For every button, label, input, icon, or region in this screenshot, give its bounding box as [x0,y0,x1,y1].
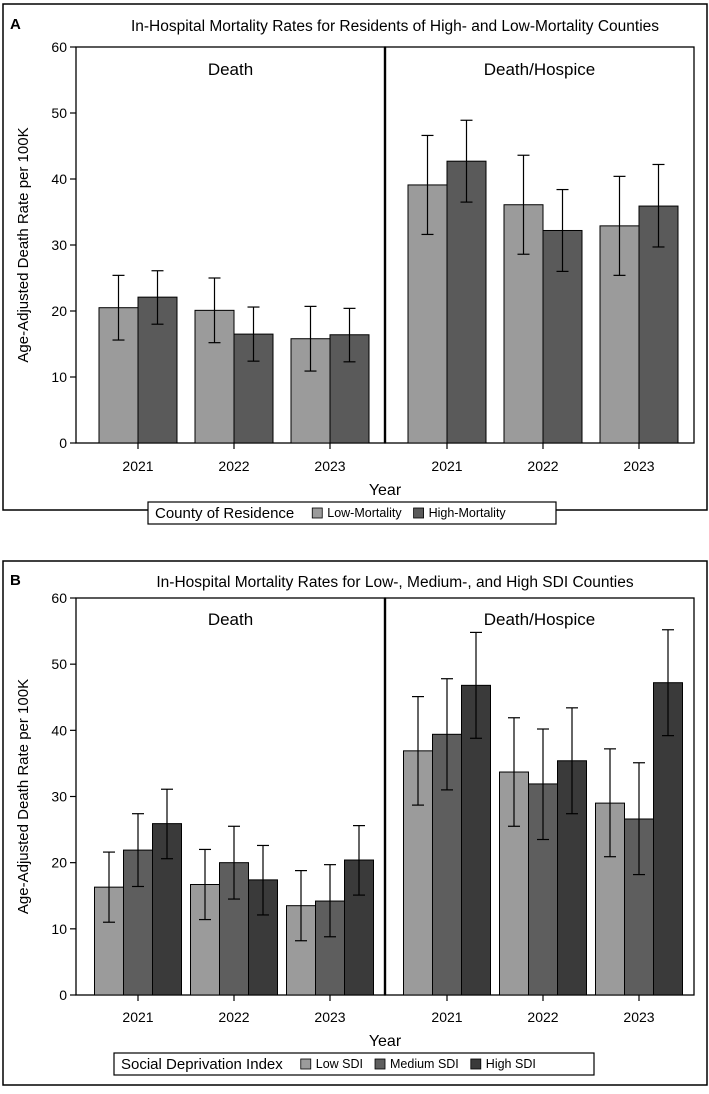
chart-title: In-Hospital Mortality Rates for Resident… [131,18,659,35]
legend-item-label: High-Mortality [429,506,507,520]
legend-swatch [470,1058,482,1070]
y-tick-label: 50 [51,656,67,672]
x-tick-label: 2023 [314,458,345,474]
x-tick-label: 2022 [527,1009,558,1025]
y-tick-label: 40 [51,722,67,738]
y-axis-label: Age-Adjusted Death Rate per 100K [15,127,32,362]
y-tick-label: 10 [51,369,67,385]
facet-death-hospice: Death/Hospice 2021 2022 2023 [384,46,695,474]
y-tick-label: 60 [51,590,67,606]
panel-letter: A [10,16,21,33]
facet-death: Death 2021 2022 2023 [75,597,386,1025]
facet-label: Death [208,60,253,79]
chart-title: In-Hospital Mortality Rates for Low-, Me… [156,574,633,591]
legend-swatch [413,507,424,519]
x-tick-label: 2021 [122,1009,153,1025]
legend-title: County of Residence [155,505,294,522]
legend: Social Deprivation Index Low SDI Medium SD… [113,1052,595,1076]
bar-high-mortality-2021 [446,160,487,444]
x-tick-label: 2021 [122,458,153,474]
facet-label: Death/Hospice [484,60,596,79]
panel-b: B In-Hospital Mortality Rates for Low-, M… [2,560,708,1086]
facet-death: Death 2021 2022 2023 [75,46,386,474]
legend-title: Social Deprivation Index [121,1056,283,1073]
facet-death-hospice: Death/Hospice 2021 2022 2023 [384,597,695,1025]
legend-swatch [374,1058,386,1070]
legend-item-label: Low SDI [316,1057,363,1071]
y-tick-label: 20 [51,855,67,871]
legend-item-label: Low-Mortality [327,506,402,520]
facet-label: Death/Hospice [484,610,596,629]
y-tick-label: 20 [51,303,67,319]
panel-border [2,560,708,1086]
x-tick-label: 2021 [431,458,462,474]
x-tick-label: 2021 [431,1009,462,1025]
y-axis-label: Age-Adjusted Death Rate per 100K [15,679,32,914]
x-axis-label: Year [369,482,402,499]
y-tick-label: 30 [51,789,67,805]
y-tick-label: 0 [59,435,67,451]
x-tick-label: 2022 [218,1009,249,1025]
legend-item-label: High SDI [486,1057,536,1071]
legend: County of Residence Low-Mortality High-Mor… [147,501,557,525]
y-tick-label: 30 [51,237,67,253]
y-tick-label: 60 [51,39,67,55]
legend-box [113,1052,595,1076]
panel-a: A In-Hospital Mortality Rates for Residen… [2,3,708,525]
x-tick-label: 2022 [218,458,249,474]
y-tick-label: 50 [51,105,67,121]
y-tick-label: 10 [51,921,67,937]
x-tick-label: 2022 [527,458,558,474]
legend-box [147,501,557,525]
legend-item-label: Medium SDI [390,1057,459,1071]
legend-swatch [311,507,323,519]
y-tick-label: 40 [51,171,67,187]
x-tick-label: 2023 [623,1009,654,1025]
x-tick-label: 2023 [314,1009,345,1025]
x-axis-label: Year [369,1033,402,1050]
legend-swatch [300,1058,312,1070]
x-tick-label: 2023 [623,458,654,474]
y-tick-label: 0 [59,987,67,1003]
facet-label: Death [208,610,253,629]
panel-letter: B [10,572,21,589]
